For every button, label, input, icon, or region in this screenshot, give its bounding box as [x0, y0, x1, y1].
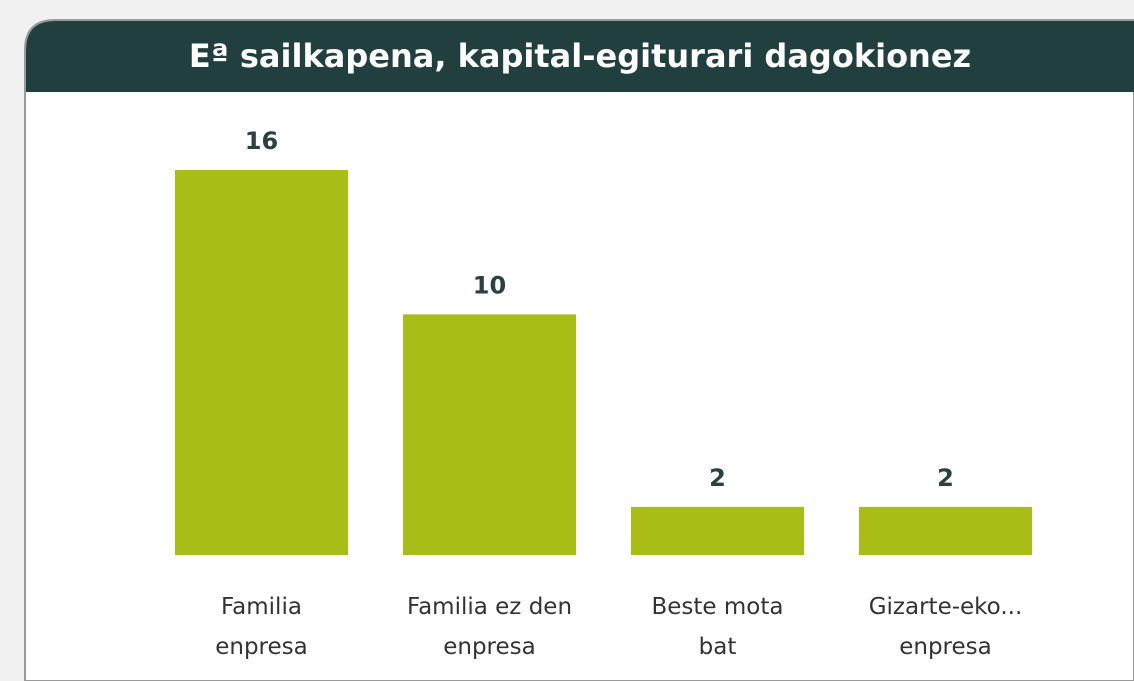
bar [175, 170, 348, 555]
bar [631, 506, 804, 555]
bar [859, 506, 1032, 555]
x-tick-label: Familia enpresa [215, 594, 308, 660]
x-tick-label: Familia ez den enpresa [407, 594, 572, 660]
value-label: 16 [245, 127, 278, 155]
value-label: 10 [473, 271, 506, 299]
x-tick-label: Gizarte-eko... enpresa [869, 594, 1023, 660]
value-label: 2 [937, 464, 954, 492]
card-header [26, 21, 1134, 92]
value-label: 2 [709, 464, 726, 492]
bar [403, 314, 576, 555]
chart-title: Eª sailkapena, kapital-egiturari dagokio… [189, 37, 971, 75]
x-tick-label: Beste mota bat [652, 594, 784, 660]
